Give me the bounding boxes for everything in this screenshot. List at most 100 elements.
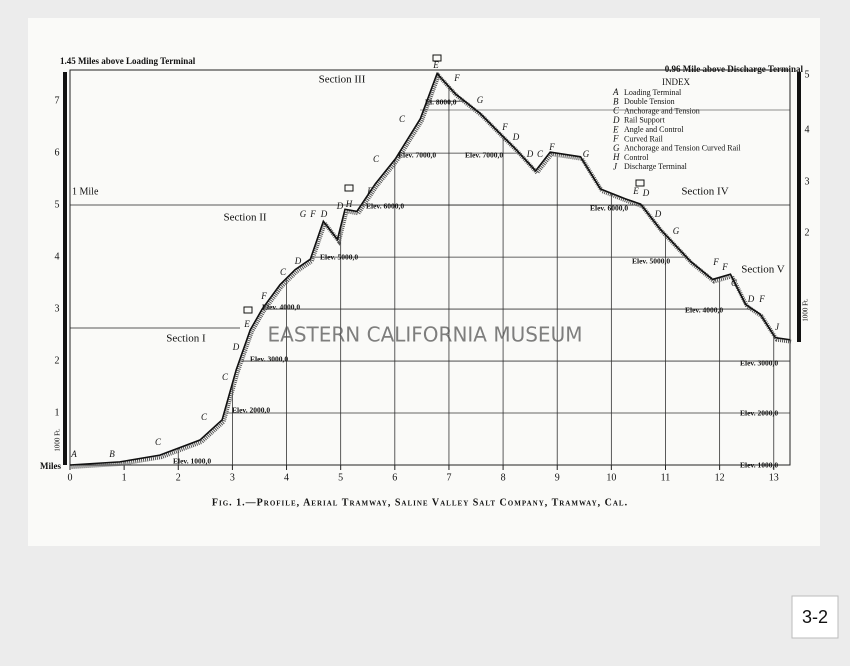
y-tick-label: 3 <box>55 303 60 314</box>
station-letter: G <box>300 209 307 219</box>
station-letter: E <box>432 60 439 70</box>
index-text: Control <box>624 153 649 162</box>
station-letter: H <box>345 199 353 209</box>
station-letter: D <box>294 256 302 266</box>
index-text: Angle and Control <box>624 125 684 134</box>
flag <box>635 179 645 187</box>
right-scale-label: 5 <box>805 69 810 80</box>
x-tick-label: 11 <box>661 472 671 483</box>
station-letter: D <box>654 209 662 219</box>
scale-label: 1000 Ft. <box>54 428 62 452</box>
index-key: J <box>613 161 618 171</box>
index-key: H <box>612 152 620 162</box>
index-text: Anchorage and Tension <box>624 106 700 115</box>
elevation-label: Elev. 2000,0 <box>740 409 778 418</box>
x-tick-label: 6 <box>392 472 397 483</box>
station-letter: F <box>758 294 765 304</box>
section-label: Section III <box>319 74 366 86</box>
station-letter: D <box>642 188 650 198</box>
station-letter: E <box>243 319 250 329</box>
station-letter: D <box>747 294 755 304</box>
station-letter: D <box>320 209 328 219</box>
index-text: Double Tension <box>624 97 675 106</box>
elevation-label: Elev. 5000,0 <box>632 257 670 266</box>
right-scale-label: 2 <box>805 227 810 238</box>
y-tick-label: 5 <box>55 199 60 210</box>
station-letter: C <box>537 149 544 159</box>
station-letter: A <box>70 449 77 459</box>
x-tick-label: 3 <box>230 472 235 483</box>
right-scale-label: 4 <box>805 124 810 135</box>
profile-line <box>69 72 791 466</box>
station-letter: F <box>548 142 555 152</box>
index-text: Discharge Terminal <box>624 162 688 171</box>
top-left-label: 1.45 Miles above Loading Terminal <box>60 56 196 66</box>
station-letter: C <box>201 412 208 422</box>
right-scale-label: 3 <box>805 176 810 187</box>
station-letter: J <box>775 322 780 332</box>
station-letter: C <box>155 437 162 447</box>
mile-label: 1 Mile <box>72 186 99 197</box>
section-label: Section V <box>741 264 785 276</box>
station-letter: F <box>309 209 316 219</box>
left-bar <box>63 72 67 465</box>
index-key: A <box>612 87 619 97</box>
station-letter: F <box>366 186 373 196</box>
scale-label: 1000 Ft. <box>802 298 810 322</box>
section-label: Section IV <box>681 186 728 198</box>
station-letter: B <box>109 449 115 459</box>
x-tick-label: 2 <box>176 472 181 483</box>
elevation-label: Elev. 4000,0 <box>685 306 723 315</box>
right-bar <box>797 72 801 342</box>
station-letter: C <box>373 154 380 164</box>
station-letter: D <box>526 149 534 159</box>
station-letter: D <box>512 132 520 142</box>
x-tick-label: 10 <box>606 472 616 483</box>
index-key: G <box>613 143 620 153</box>
page-number: 3-2 <box>802 607 828 627</box>
station-letter: F <box>721 262 728 272</box>
elevation-label: Elev. 1000,0 <box>173 457 211 466</box>
x-tick-label: 0 <box>68 472 73 483</box>
section-label: Section I <box>166 333 206 345</box>
index-key: E <box>612 124 619 134</box>
elevation-label: Elev. 6000,0 <box>366 202 404 211</box>
origin-label: Miles <box>40 461 61 471</box>
flag <box>432 54 442 62</box>
x-tick-label: 9 <box>555 472 560 483</box>
index-key: D <box>612 115 620 125</box>
elevation-label: El. 8000,0 <box>425 98 457 107</box>
x-tick-label: 8 <box>501 472 506 483</box>
elevation-label: Elev. 5000,0 <box>320 253 358 262</box>
elevation-label: Elev. 3000,0 <box>250 355 288 364</box>
station-letter: F <box>712 257 719 267</box>
station-letter: G <box>673 226 680 236</box>
station-letter: F <box>501 122 508 132</box>
index-key: C <box>613 106 620 116</box>
page-tag <box>791 595 839 639</box>
caption: Fig. 1.—Profile, Aerial Tramway, Saline … <box>212 497 628 508</box>
flag <box>243 306 253 314</box>
paper <box>28 18 820 546</box>
y-tick-label: 2 <box>55 355 60 366</box>
station-letter: C <box>399 114 406 124</box>
station-letter: C <box>731 278 738 288</box>
station-letter: C <box>280 267 287 277</box>
station-letter: F <box>453 73 460 83</box>
index-text: Anchorage and Tension Curved Rail <box>624 144 741 153</box>
elevation-label: Elev. 6000,0 <box>590 204 628 213</box>
index-text: Curved Rail <box>624 134 664 143</box>
y-tick-label: 6 <box>55 147 60 158</box>
station-letter: F <box>260 291 267 301</box>
x-tick-label: 12 <box>715 472 725 483</box>
index-key: F <box>612 134 619 144</box>
watermark: EASTERN CALIFORNIA MUSEUM <box>268 323 583 347</box>
y-tick-label: 1 <box>55 407 60 418</box>
station-letter: C <box>222 372 229 382</box>
elevation-label: Elev. 7000,0 <box>465 151 503 160</box>
station-letter: E <box>632 186 639 196</box>
x-tick-label: 4 <box>284 472 289 483</box>
x-tick-label: 7 <box>446 472 451 483</box>
